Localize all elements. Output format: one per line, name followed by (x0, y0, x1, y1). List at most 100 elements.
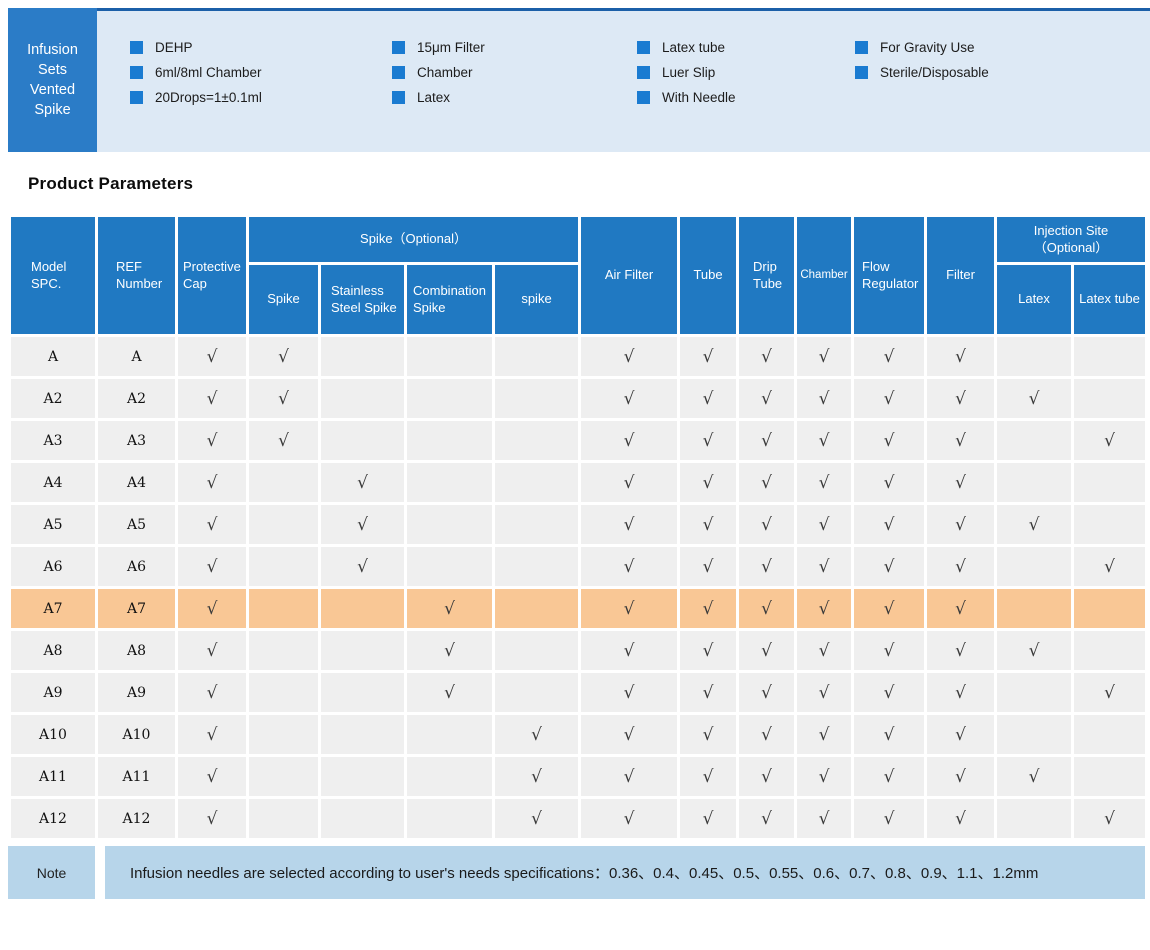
check-cell-flow-regulator: √ (851, 670, 928, 715)
ref-cell: A (95, 334, 178, 379)
ref-cell: A10 (95, 712, 178, 757)
check-icon: √ (1028, 388, 1040, 409)
empty-cell-latex (994, 334, 1075, 379)
check-cell-filter: √ (924, 586, 998, 631)
check-cell-tube: √ (677, 586, 740, 631)
empty-cell-spike (246, 628, 321, 673)
col-header-filter: Filter (924, 214, 998, 337)
feature-item: DEHP (130, 35, 262, 60)
check-cell-drip-tube: √ (736, 712, 798, 757)
col-group-injection-site-optional: Injection Site （Optional） (994, 214, 1149, 265)
check-icon: √ (818, 388, 830, 409)
ref-cell: A8 (95, 628, 178, 673)
table-body: A A √ √ √ √ √ √ √ √ A2 A2 √ √ √ √ √ √ √ √ √ A3 A3 √ √ √ √ √ √ √ √ √ A4 A4… (8, 334, 1149, 841)
check-cell-air-filter: √ (578, 754, 681, 799)
check-cell-protective-cap: √ (175, 586, 249, 631)
check-cell-tube: √ (677, 754, 740, 799)
check-cell-tube: √ (677, 334, 740, 379)
check-cell-flow-regulator: √ (851, 502, 928, 547)
check-icon: √ (206, 556, 218, 577)
check-cell-drip-tube: √ (736, 502, 798, 547)
check-icon: √ (702, 388, 714, 409)
check-icon: √ (531, 766, 542, 787)
check-icon: √ (1028, 514, 1040, 535)
check-cell-tube: √ (677, 628, 740, 673)
feature-item: Sterile/Disposable (855, 60, 989, 85)
check-cell-flow-regulator: √ (851, 754, 928, 799)
check-cell-air-filter: √ (578, 628, 681, 673)
empty-cell-latex (994, 796, 1075, 841)
empty-cell-spike (246, 796, 321, 841)
empty-cell-spike-plain (491, 460, 582, 505)
ref-cell: A11 (95, 754, 178, 799)
table-row: A4 A4 √ √ √ √ √ √ √ √ (8, 460, 1149, 505)
empty-cell-combination-spike (404, 376, 495, 421)
ref-cell: A2 (95, 376, 178, 421)
check-icon: √ (444, 598, 455, 619)
bullet-square-icon (392, 41, 405, 54)
empty-cell-stainless-steel-spike (318, 754, 407, 799)
check-icon: √ (702, 640, 714, 661)
feature-bar: DEHP 6ml/8ml Chamber 20Drops=1±0.1ml 15μm F… (97, 8, 1150, 152)
check-cell-protective-cap: √ (175, 712, 249, 757)
check-cell-latex: √ (994, 628, 1075, 673)
model-cell: A2 (8, 376, 98, 421)
check-cell-drip-tube: √ (736, 586, 798, 631)
check-icon: √ (206, 766, 218, 787)
check-icon: √ (955, 514, 966, 535)
check-cell-filter: √ (924, 796, 998, 841)
col-header-flow-regulator: Flow Regulator (851, 214, 928, 337)
check-icon: √ (955, 808, 966, 829)
check-icon: √ (883, 514, 895, 535)
empty-cell-stainless-steel-spike (318, 334, 407, 379)
check-icon: √ (702, 808, 714, 829)
check-icon: √ (206, 808, 218, 829)
bullet-square-icon (392, 66, 405, 79)
check-icon: √ (206, 682, 218, 703)
check-icon: √ (1104, 682, 1115, 703)
check-cell-filter: √ (924, 502, 998, 547)
col-header-air-filter: Air Filter (578, 214, 681, 337)
check-cell-drip-tube: √ (736, 670, 798, 715)
check-cell-stainless-steel-spike: √ (318, 460, 407, 505)
feature-column: For Gravity Use Sterile/Disposable (855, 35, 989, 85)
table-row: A7 A7 √ √ √ √ √ √ √ √ (8, 586, 1149, 631)
check-icon: √ (818, 808, 830, 829)
check-icon: √ (818, 766, 830, 787)
check-icon: √ (623, 640, 635, 661)
check-cell-latex-tube: √ (1071, 796, 1149, 841)
check-icon: √ (206, 346, 218, 367)
model-cell: A6 (8, 544, 98, 589)
check-icon: √ (955, 556, 966, 577)
check-icon: √ (761, 808, 772, 829)
check-icon: √ (818, 682, 830, 703)
check-icon: √ (206, 514, 218, 535)
check-icon: √ (883, 430, 895, 451)
check-cell-drip-tube: √ (736, 544, 798, 589)
check-cell-flow-regulator: √ (851, 376, 928, 421)
banner-title-line: Sets (37, 62, 67, 78)
check-icon: √ (761, 766, 772, 787)
ref-cell: A9 (95, 670, 178, 715)
feature-item: For Gravity Use (855, 35, 989, 60)
check-icon: √ (818, 724, 830, 745)
check-icon: √ (883, 766, 895, 787)
feature-label: Chamber (417, 65, 473, 80)
check-cell-protective-cap: √ (175, 418, 249, 463)
empty-cell-spike (246, 502, 321, 547)
check-cell-flow-regulator: √ (851, 796, 928, 841)
check-icon: √ (623, 514, 635, 535)
check-cell-latex-tube: √ (1071, 418, 1149, 463)
check-icon: √ (444, 640, 455, 661)
ref-cell: A7 (95, 586, 178, 631)
model-cell: A10 (8, 712, 98, 757)
check-icon: √ (206, 472, 218, 493)
model-cell: A (8, 334, 98, 379)
col-header-stainless-steel-spike: Stainless Steel Spike (318, 262, 407, 337)
check-icon: √ (278, 388, 289, 409)
check-icon: √ (1028, 766, 1040, 787)
ref-cell: A4 (95, 460, 178, 505)
check-icon: √ (206, 724, 218, 745)
check-icon: √ (623, 556, 635, 577)
check-icon: √ (818, 472, 830, 493)
